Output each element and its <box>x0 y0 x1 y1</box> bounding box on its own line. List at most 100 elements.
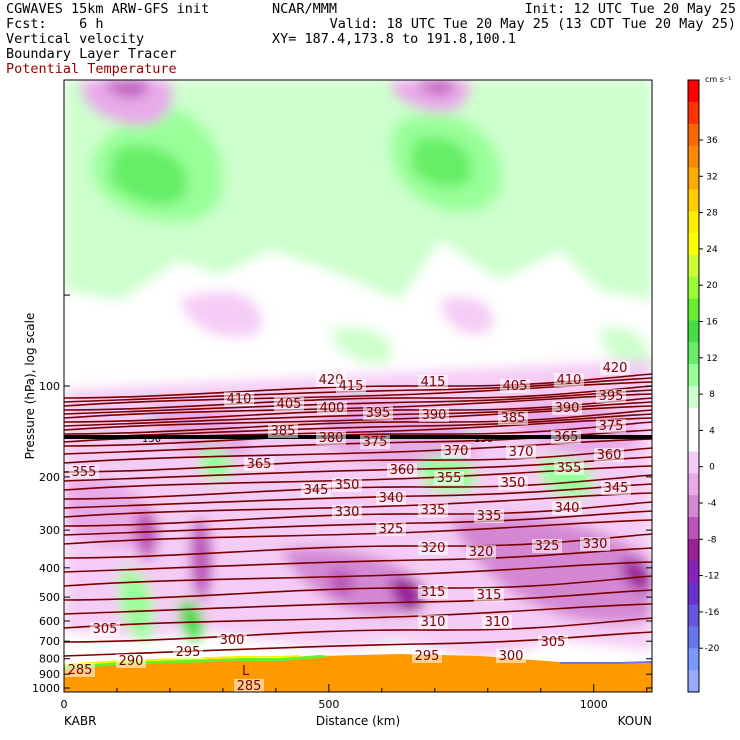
theta-contour <box>64 465 652 491</box>
colorbar-swatch <box>688 254 699 278</box>
theta-label-bg <box>418 585 448 599</box>
colorbar-swatch <box>688 298 699 321</box>
theta-contour <box>64 409 652 435</box>
theta-contour <box>64 393 652 419</box>
theta-label: 355 <box>437 471 462 486</box>
theta-label-bg <box>418 541 448 555</box>
theta-label-bg <box>360 435 390 449</box>
theta-contour <box>64 397 652 423</box>
colorbar-unit: cm s⁻¹ <box>705 75 731 84</box>
theta-contour <box>64 519 652 545</box>
forecast-hour: Fcst: 6 h <box>6 16 104 32</box>
theta-label: 345 <box>604 481 629 496</box>
theta-contour <box>64 483 652 509</box>
theta-label-bg <box>532 539 562 553</box>
colorbar-swatch <box>688 211 699 234</box>
colorbar: 36 32 28 24 20 16 12 8 4 0 -4 -8 -12 -16 -20 <box>687 79 720 693</box>
theta-label-bg <box>580 537 610 551</box>
theta-label: 400 <box>320 401 345 416</box>
colorbar-label: -8 <box>708 535 717 545</box>
theta-label: 395 <box>599 389 624 404</box>
colorbar-label: -20 <box>705 644 720 654</box>
colorbar-label: 32 <box>706 172 717 182</box>
theta-label: 335 <box>477 509 502 524</box>
theta-label-bg <box>496 649 526 663</box>
theta-label-bg <box>274 397 304 411</box>
theta-label-bg <box>418 375 448 389</box>
colorbar-label: -4 <box>708 499 717 509</box>
theta-contour <box>64 510 652 536</box>
colorbar-swatch <box>688 517 699 540</box>
theta-contour <box>64 589 652 615</box>
theta-label-bg <box>224 392 254 406</box>
colorbar-frame <box>687 79 700 693</box>
theta-label-bg <box>600 361 630 375</box>
theta-contour <box>64 617 652 643</box>
theta-label-bg <box>506 445 536 459</box>
theta-label: 360 <box>597 448 622 463</box>
y-tick-label: 100 <box>39 380 60 393</box>
theta-label-bg <box>316 431 346 445</box>
x-end-station: KOUN <box>618 714 652 728</box>
theta-label: 355 <box>72 465 97 480</box>
theta-label-bg <box>90 622 120 636</box>
theta-contour <box>64 385 652 411</box>
theta-label: 355 <box>557 461 582 476</box>
theta-label: 345 <box>304 483 329 498</box>
theta-label: 290 <box>119 654 144 669</box>
colorbar-swatch <box>688 276 699 300</box>
y-tick-label: 900 <box>39 668 60 681</box>
theta-label: 375 <box>599 419 624 434</box>
theta-label-bg <box>466 545 496 559</box>
theta-contour <box>64 492 652 518</box>
theta-label: 310 <box>421 615 446 630</box>
theta-label-bg <box>116 654 146 668</box>
y-tick-label: 600 <box>39 615 60 628</box>
theta-label-bg <box>376 491 406 505</box>
theta-label: 285 <box>68 663 93 678</box>
theta-label-bg <box>554 373 584 387</box>
colorbar-label: 0 <box>709 463 715 473</box>
theta-label-bg <box>317 401 347 415</box>
colorbar-swatch <box>688 670 699 693</box>
theta-label: 370 <box>509 445 534 460</box>
annotation-150-right: 150 <box>474 434 493 445</box>
theta-label-bg <box>500 379 530 393</box>
theta-label-bg <box>552 401 582 415</box>
theta-contour <box>64 429 652 455</box>
theta-label-bg <box>498 476 528 490</box>
colorbar-swatch <box>688 407 699 431</box>
theta-label-bg <box>419 408 449 422</box>
colorbar-swatch <box>688 189 699 212</box>
theta-label-bg <box>217 633 247 647</box>
theta-label-bg <box>551 430 581 444</box>
theta-label-bg <box>434 471 464 485</box>
theta-label: 415 <box>421 375 446 390</box>
colorbar-swatch <box>688 167 699 190</box>
theta-contour <box>64 389 652 415</box>
theta-label: 330 <box>335 505 360 520</box>
theta-label: 390 <box>555 401 580 416</box>
x-tick-label: 0 <box>61 698 68 711</box>
theta-contour <box>64 575 652 601</box>
x-axis: 0 500 1000 <box>61 684 648 711</box>
theta-label-bg <box>594 448 624 462</box>
colorbar-swatch <box>688 560 699 584</box>
field-name-bl-tracer: Boundary Layer Tracer <box>6 46 177 62</box>
theta-label: 300 <box>499 649 524 664</box>
theta-contour <box>64 413 652 439</box>
colorbar-label: 28 <box>706 209 718 219</box>
theta-label: 325 <box>535 539 560 554</box>
colorbar-label: 4 <box>709 426 715 436</box>
theta-contour <box>64 373 652 399</box>
colorbar-swatch <box>688 539 699 562</box>
cross-section-coords: XY= 187.4,173.8 to 191.8,100.1 <box>272 31 516 47</box>
colorbar-swatch <box>688 604 699 627</box>
theta-contour <box>64 401 652 427</box>
colorbar-swatch <box>688 123 699 147</box>
model-title: CGWAVES 15km ARW-GFS init <box>6 1 210 17</box>
valid-time: Valid: 18 UTC Tue 20 May 25 (13 CDT Tue … <box>329 16 736 32</box>
theta-label-bg <box>596 389 626 403</box>
